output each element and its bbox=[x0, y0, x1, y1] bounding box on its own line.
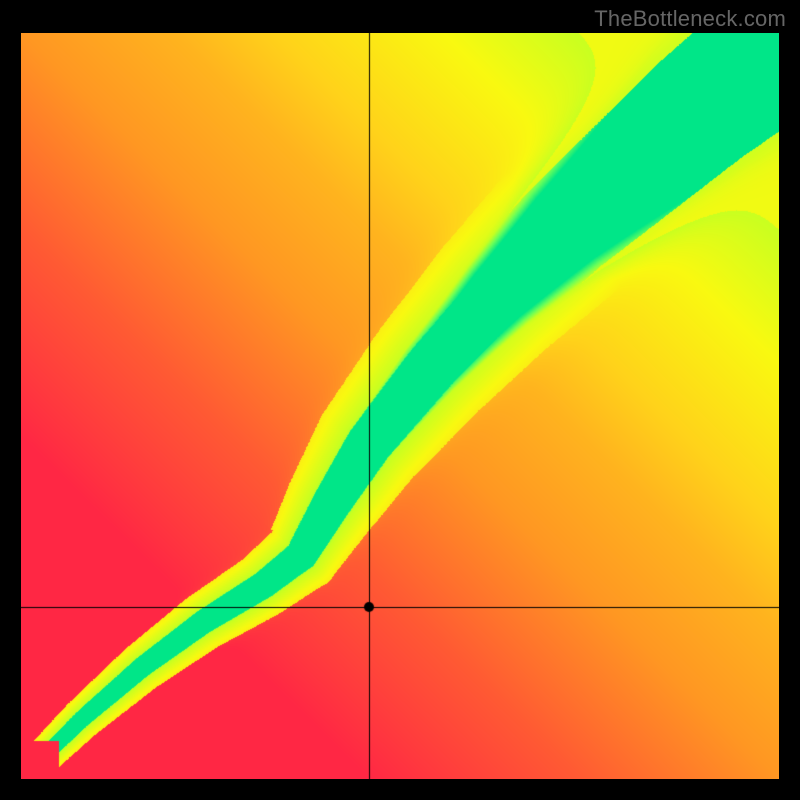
heatmap-plot bbox=[21, 33, 779, 779]
heatmap-canvas bbox=[21, 33, 779, 779]
chart-container: TheBottleneck.com bbox=[0, 0, 800, 800]
watermark-text: TheBottleneck.com bbox=[594, 6, 786, 32]
